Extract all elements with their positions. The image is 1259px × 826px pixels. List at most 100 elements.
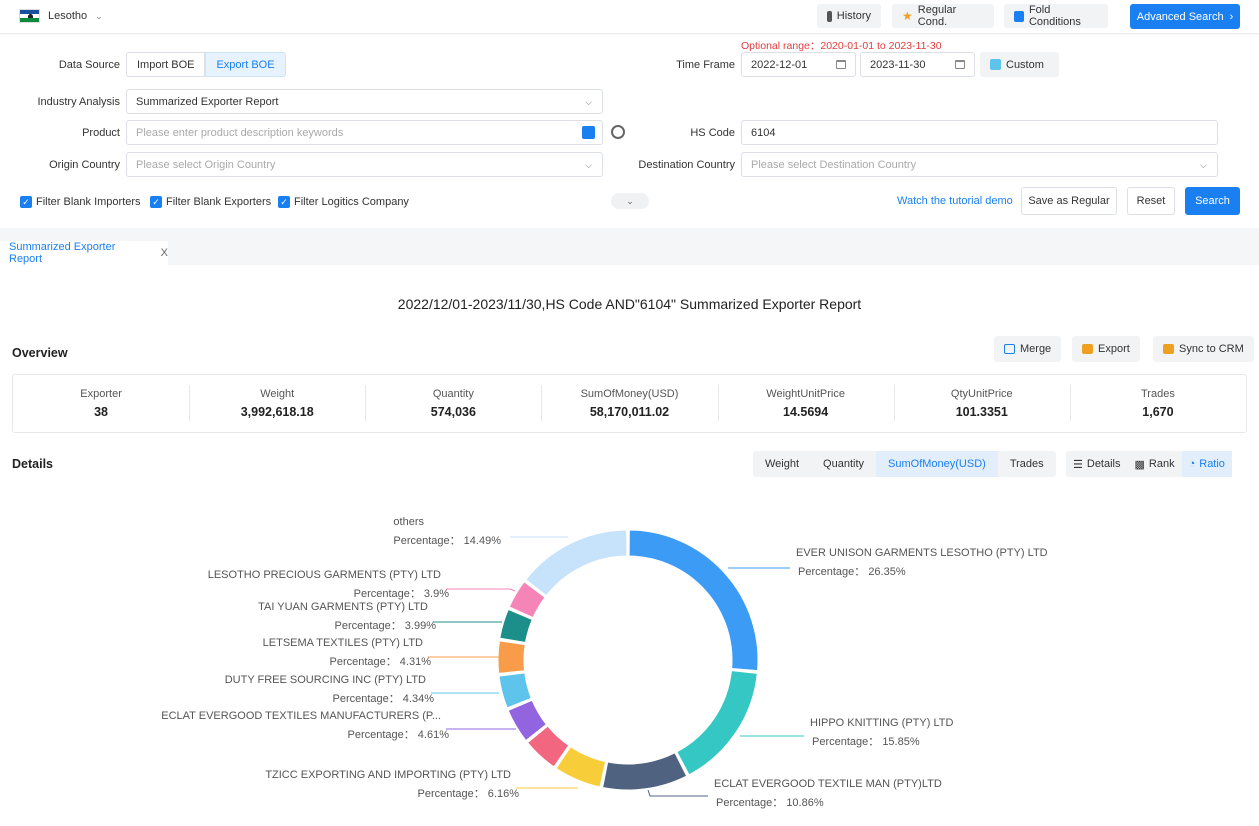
filter-logistics-checkbox[interactable]: ✓ Filter Logitics Company — [278, 196, 409, 208]
tab-summarized-exporter-report[interactable]: Summarized Exporter Report X — [0, 241, 168, 265]
view-tabs: ☰ Details ▩ Rank ◔ Ratio — [1066, 451, 1232, 477]
slice-label: TAI YUAN GARMENTS (PTY) LTD — [258, 601, 428, 613]
advanced-label: Advanced Search — [1136, 10, 1224, 23]
donut-slice[interactable] — [497, 640, 526, 674]
chevron-down-icon: ⌵ — [585, 97, 592, 107]
filter-blank-exporters-checkbox[interactable]: ✓ Filter Blank Exporters — [150, 196, 271, 208]
fold-label: Fold Conditions — [1028, 4, 1081, 28]
tab-quantity[interactable]: Quantity — [823, 458, 865, 470]
details-heading: Details — [12, 457, 53, 471]
hs-code-input[interactable]: 6104 — [741, 120, 1218, 145]
slice-label: EVER UNISON GARMENTS LESOTHO (PTY) LTD — [796, 547, 1048, 559]
donut-slice[interactable] — [498, 672, 532, 709]
expand-conditions-toggle[interactable]: ⌄ — [611, 193, 649, 209]
tab-details[interactable]: ☰ Details — [1066, 451, 1128, 477]
filter-label: Filter Blank Exporters — [166, 196, 272, 208]
image-search-icon[interactable] — [582, 126, 595, 139]
tab-rank[interactable]: ▩ Rank — [1128, 451, 1182, 477]
regular-cond-button[interactable]: ★ Regular Cond. — [892, 4, 994, 28]
stat-label: Exporter — [80, 388, 122, 400]
lesotho-flag-icon — [19, 9, 40, 23]
search-button[interactable]: Search — [1185, 187, 1240, 215]
tab-sum-of-money[interactable]: SumOfMoney(USD) — [876, 451, 998, 477]
chevron-down-icon: ⌵ — [585, 160, 592, 170]
checkmark-icon: ✓ — [20, 196, 32, 208]
import-boe-button[interactable]: Import BOE — [126, 52, 206, 77]
stat-value: 3,992,618.18 — [240, 405, 314, 419]
tab-ratio[interactable]: ◔ Ratio — [1181, 451, 1232, 477]
country-name: Lesotho — [48, 10, 88, 22]
save-as-regular-button[interactable]: Save as Regular — [1021, 187, 1117, 215]
reset-button[interactable]: Reset — [1127, 187, 1175, 215]
donut-slice[interactable] — [507, 699, 548, 742]
sync-crm-button[interactable]: Sync to CRM — [1153, 336, 1254, 362]
donut-slice[interactable] — [602, 752, 688, 791]
destination-country-label: Destination Country — [638, 159, 735, 171]
optional-range-text: Optional range：2020-01-01 to 2023-11-30 — [741, 40, 942, 52]
product-label: Product — [82, 127, 120, 139]
destination-placeholder: Please select Destination Country — [751, 158, 917, 171]
filter-label: Filter Logitics Company — [294, 196, 409, 208]
custom-button[interactable]: Custom — [980, 52, 1059, 77]
tab-weight[interactable]: Weight — [765, 458, 800, 470]
slice-label: ECLAT EVERGOOD TEXTILE MAN (PTY)LTD — [714, 778, 942, 790]
checkmark-icon: ✓ — [278, 196, 290, 208]
slice-label: LETSEMA TEXTILES (PTY) LTD — [263, 637, 423, 649]
stat-weight: Weight 3,992,618.18 — [189, 375, 365, 432]
close-icon[interactable]: X — [160, 247, 168, 259]
date-from-input[interactable]: 2022-12-01 — [741, 52, 856, 77]
search-settings-icon[interactable] — [611, 125, 625, 139]
tutorial-link[interactable]: Watch the tutorial demo — [897, 195, 1013, 207]
country-selector[interactable]: Lesotho ⌄ — [19, 9, 103, 23]
calendar-icon — [955, 60, 965, 69]
stat-value: 38 — [94, 405, 109, 419]
fold-icon — [1014, 10, 1024, 22]
export-boe-button[interactable]: Export BOE — [205, 52, 286, 77]
filter-blank-importers-checkbox[interactable]: ✓ Filter Blank Importers — [20, 196, 141, 208]
stat-sum-of-money: SumOfMoney(USD) 58,170,011.02 — [541, 375, 717, 432]
chevron-down-icon: ⌄ — [626, 196, 634, 206]
industry-analysis-select[interactable]: Summarized Exporter Report ⌵ — [126, 89, 603, 114]
filter-label: Filter Blank Importers — [36, 196, 141, 208]
destination-country-select[interactable]: Please select Destination Country ⌵ — [741, 152, 1218, 177]
pie-chart-icon: ◔ — [1188, 458, 1196, 470]
date-to-value: 2023-11-30 — [870, 58, 926, 71]
overview-stats: Exporter 38 Weight 3,992,618.18 Quantity 57… — [12, 374, 1247, 433]
fold-conditions-button[interactable]: Fold Conditions — [1004, 4, 1108, 28]
export-button[interactable]: Export — [1072, 336, 1140, 362]
donut-slice[interactable] — [555, 745, 607, 788]
slice-percentage: Percentage： 3.99% — [334, 620, 436, 632]
donut-slice[interactable] — [499, 608, 533, 644]
donut-slice[interactable] — [526, 725, 570, 768]
list-icon: ☰ — [1073, 458, 1083, 471]
slice-percentage: Percentage： 10.86% — [716, 797, 824, 809]
data-source-label: Data Source — [58, 59, 120, 71]
date-to-input[interactable]: 2023-11-30 — [860, 52, 975, 77]
stat-label: SumOfMoney(USD) — [580, 388, 679, 400]
donut-slice[interactable] — [628, 529, 759, 672]
donut-slice[interactable] — [525, 529, 628, 597]
stat-label: Weight — [260, 388, 295, 400]
hs-code-value: 6104 — [751, 126, 776, 139]
donut-slice[interactable] — [676, 670, 758, 776]
slice-percentage: Percentage： 14.49% — [393, 535, 501, 547]
slice-label: HIPPO KNITTING (PTY) LTD — [810, 717, 953, 729]
advanced-search-button[interactable]: Advanced Search › — [1130, 4, 1240, 29]
view-label: Ratio — [1199, 458, 1225, 470]
time-frame-label: Time Frame — [676, 59, 735, 71]
slice-label: DUTY FREE SOURCING INC (PTY) LTD — [225, 674, 426, 686]
stat-label: WeightUnitPrice — [766, 388, 845, 400]
report-title: 2022/12/01-2023/11/30,HS Code AND"6104" … — [397, 296, 862, 312]
origin-placeholder: Please select Origin Country — [136, 158, 276, 171]
history-button[interactable]: History — [817, 4, 881, 28]
slice-label: TZICC EXPORTING AND IMPORTING (PTY) LTD — [265, 769, 511, 781]
hs-code-label: HS Code — [690, 127, 735, 139]
tab-trades[interactable]: Trades — [1009, 458, 1044, 470]
stat-value: 58,170,011.02 — [589, 405, 670, 419]
origin-country-select[interactable]: Please select Origin Country ⌵ — [126, 152, 603, 177]
product-input[interactable]: Please enter product description keyword… — [126, 120, 603, 145]
merge-button[interactable]: Merge — [994, 336, 1062, 362]
merge-label: Merge — [1020, 343, 1052, 355]
industry-analysis-label: Industry Analysis — [37, 96, 120, 108]
donut-slice[interactable] — [508, 581, 546, 619]
